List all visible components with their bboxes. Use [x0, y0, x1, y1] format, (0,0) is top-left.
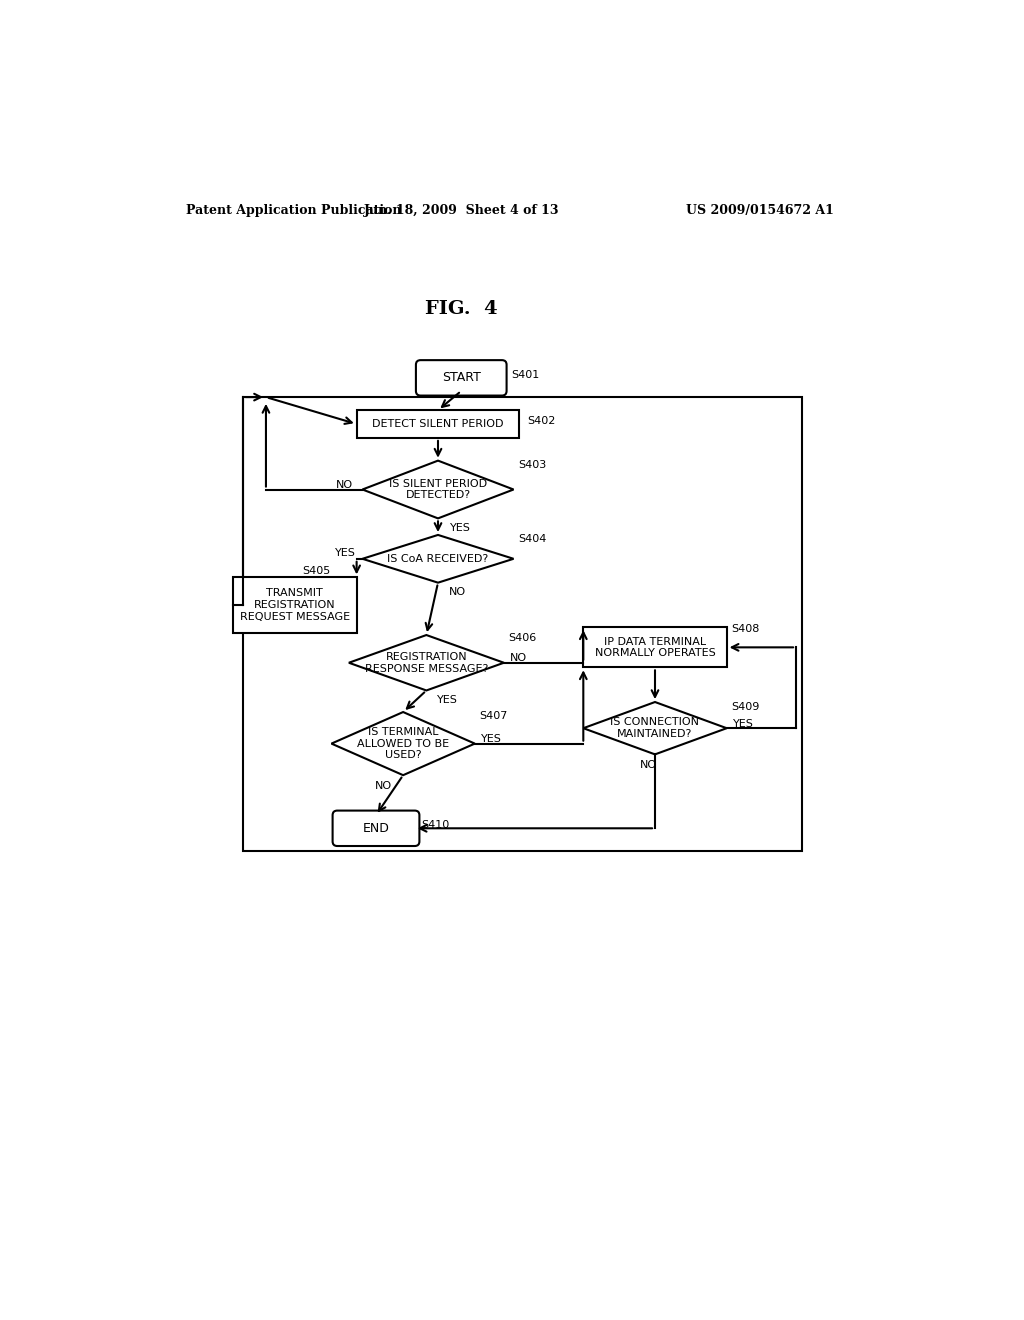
Text: S403: S403 — [518, 459, 546, 470]
Text: TRANSMIT
REGISTRATION
REQUEST MESSAGE: TRANSMIT REGISTRATION REQUEST MESSAGE — [240, 589, 349, 622]
Text: NO: NO — [336, 480, 353, 490]
Text: US 2009/0154672 A1: US 2009/0154672 A1 — [686, 205, 834, 218]
Bar — [232, 577, 356, 632]
Text: FIG.  4: FIG. 4 — [425, 300, 498, 318]
Text: IS SILENT PERIOD
DETECTED?: IS SILENT PERIOD DETECTED? — [389, 479, 487, 500]
Text: YES: YES — [450, 523, 470, 532]
Polygon shape — [332, 711, 475, 775]
Text: YES: YES — [336, 548, 356, 557]
Polygon shape — [584, 702, 727, 755]
Text: S408: S408 — [731, 624, 760, 634]
Text: IS TERMINAL
ALLOWED TO BE
USED?: IS TERMINAL ALLOWED TO BE USED? — [357, 727, 450, 760]
Text: REGISTRATION
RESPONSE MESSAGE?: REGISTRATION RESPONSE MESSAGE? — [365, 652, 488, 673]
Text: Patent Application Publication: Patent Application Publication — [186, 205, 401, 218]
Text: NO: NO — [449, 587, 466, 597]
Text: S407: S407 — [479, 711, 508, 721]
Text: S406: S406 — [509, 634, 537, 643]
Text: S404: S404 — [518, 533, 546, 544]
FancyBboxPatch shape — [416, 360, 507, 396]
Text: S410: S410 — [421, 820, 450, 830]
Text: IS CoA RECEIVED?: IS CoA RECEIVED? — [387, 554, 488, 564]
Bar — [356, 411, 519, 438]
FancyBboxPatch shape — [333, 810, 420, 846]
Text: S402: S402 — [527, 416, 555, 426]
Text: START: START — [441, 371, 480, 384]
Text: YES: YES — [437, 694, 458, 705]
Text: NO: NO — [375, 781, 392, 791]
Text: S401: S401 — [512, 370, 540, 380]
Polygon shape — [362, 461, 514, 519]
Text: YES: YES — [481, 734, 502, 744]
Polygon shape — [349, 635, 504, 690]
Text: END: END — [362, 822, 389, 834]
Text: NO: NO — [510, 653, 527, 663]
Text: IS CONNECTION
MAINTAINED?: IS CONNECTION MAINTAINED? — [610, 717, 699, 739]
Text: YES: YES — [733, 718, 754, 729]
Text: IP DATA TERMINAL
NORMALLY OPERATES: IP DATA TERMINAL NORMALLY OPERATES — [595, 636, 716, 659]
Polygon shape — [362, 535, 514, 582]
Text: DETECT SILENT PERIOD: DETECT SILENT PERIOD — [373, 418, 504, 429]
Bar — [584, 627, 727, 668]
Text: Jun. 18, 2009  Sheet 4 of 13: Jun. 18, 2009 Sheet 4 of 13 — [364, 205, 559, 218]
Text: S409: S409 — [731, 702, 760, 711]
Text: NO: NO — [640, 760, 657, 770]
Text: S405: S405 — [302, 566, 331, 576]
Bar — [243, 397, 802, 851]
